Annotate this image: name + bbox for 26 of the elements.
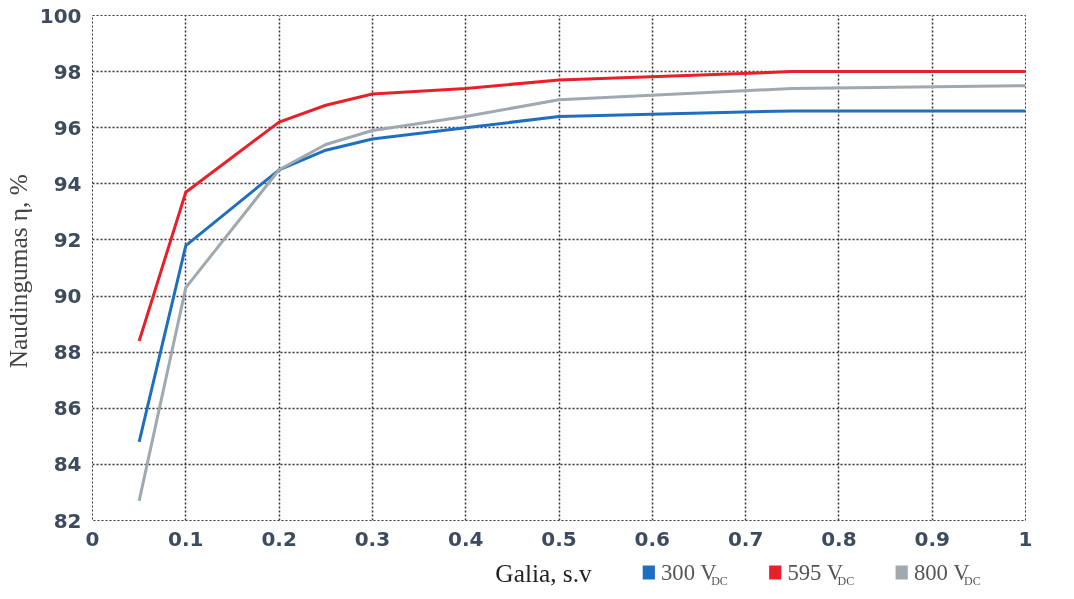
- line-series: [137, 109, 1026, 444]
- y-tick-label: 82: [53, 508, 82, 533]
- y-tick-label: 86: [53, 396, 82, 421]
- x-tick-label: 0.8: [821, 526, 857, 551]
- x-tick-label: 0.2: [261, 526, 297, 551]
- line-series: [137, 70, 1026, 343]
- x-tick-label: 0.6: [634, 526, 671, 551]
- y-tick-label: 92: [53, 227, 82, 252]
- x-tick-label: 0.4: [447, 526, 484, 551]
- x-tick-label: 0: [85, 526, 100, 551]
- x-tick-label: 0.5: [541, 526, 577, 551]
- y-tick-label: 90: [53, 284, 82, 309]
- y-tick-label: 96: [53, 115, 82, 140]
- x-tick-label: 0.1: [168, 526, 204, 551]
- x-tick-label: 1: [1018, 526, 1033, 551]
- x-axis-title: Galia, s.v: [495, 558, 593, 587]
- x-tick-label: 0.3: [354, 526, 391, 551]
- y-tick-label: 98: [53, 59, 82, 84]
- y-tick-label: 84: [53, 452, 82, 477]
- y-axis-title: Naudingumas η, %: [3, 174, 32, 369]
- y-tick-label: 94: [53, 171, 82, 196]
- line-series: [137, 84, 1026, 503]
- y-tick-label: 88: [53, 340, 82, 365]
- x-tick-label: 0.9: [914, 526, 950, 551]
- x-tick-label: 0.7: [727, 526, 764, 551]
- y-tick-label: 100: [39, 3, 82, 28]
